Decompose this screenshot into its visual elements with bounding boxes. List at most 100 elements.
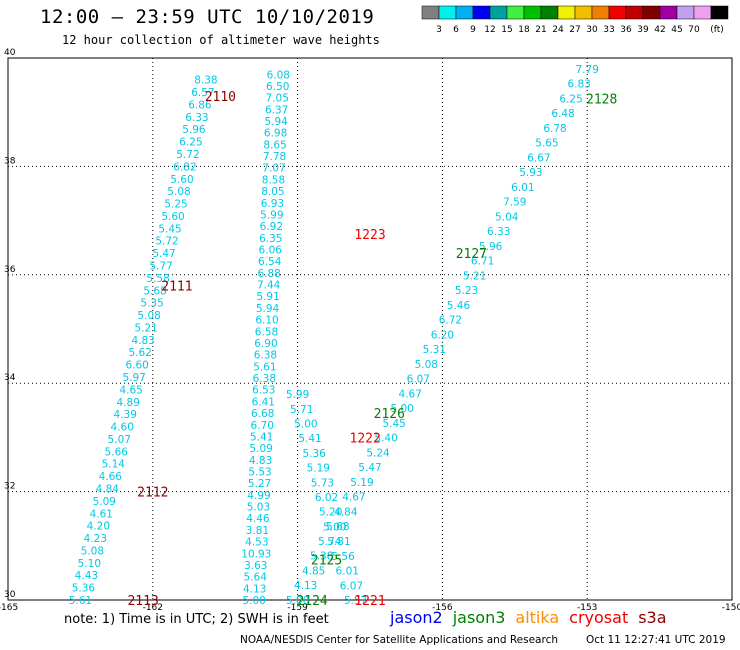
color-scale-label: 3 (436, 25, 442, 35)
wave-height-value: 5.71 (290, 404, 313, 416)
wave-height-value: 5.46 (447, 300, 471, 312)
wave-height-value: 5.08 (167, 186, 190, 198)
wave-height-value: 5.45 (158, 223, 181, 235)
wave-height-value: 8.65 (263, 139, 286, 151)
color-scale-label: 12 (484, 25, 495, 35)
wave-height-value: 5.66 (105, 446, 129, 458)
wave-height-value: 5.47 (358, 462, 381, 474)
wave-height-value: 5.21 (463, 270, 486, 282)
wave-height-value: 5.60 (170, 174, 193, 186)
wave-height-value: 5.27 (248, 478, 271, 490)
wave-height-value: 6.78 (543, 123, 566, 135)
wave-height-value: 5.72 (155, 236, 178, 248)
wave-height-value: 7.79 (576, 64, 599, 76)
wave-height-value: 6.68 (251, 408, 274, 420)
pass-number-label: 2113 (127, 594, 158, 609)
wave-height-value: 8.38 (194, 75, 217, 87)
wave-height-value: 6.33 (185, 112, 208, 124)
wave-height-value: 6.48 (551, 108, 574, 120)
wave-height-value: 4.83 (249, 455, 272, 467)
wave-height-value: 8.58 (262, 174, 285, 186)
wave-height-value: 5.65 (535, 138, 558, 150)
wave-height-value: 5.41 (250, 431, 273, 443)
wave-height-value: 6.02 (315, 492, 338, 504)
wave-height-value: 4.46 (246, 513, 270, 525)
wave-height-value: 6.60 (125, 360, 148, 372)
wave-height-value: 5.94 (256, 303, 280, 315)
wave-height-value: 7.07 (262, 163, 285, 175)
wave-height-value: 4.39 (114, 409, 137, 421)
wave-height-value: 5.91 (256, 291, 279, 303)
wave-height-value: 4.43 (75, 570, 98, 582)
color-scale-label: (ft) (710, 25, 724, 35)
wave-height-value: 5.94 (264, 116, 288, 128)
color-scale-label: 45 (671, 25, 682, 35)
wave-height-value: 5.93 (519, 167, 542, 179)
legend-entry-jason2: jason2 (390, 608, 443, 627)
wave-height-value: 6.57 (191, 87, 214, 99)
color-scale-label: 6 (453, 25, 459, 35)
wave-height-value: 5.45 (382, 418, 405, 430)
color-scale-label: 24 (552, 25, 564, 35)
wave-height-value: 5.08 (81, 545, 104, 557)
wave-height-value: 5.53 (248, 466, 271, 478)
wave-height-value: 4.99 (247, 490, 270, 502)
wave-height-value: 6.71 (471, 256, 494, 268)
wave-height-value: 5.58 (146, 273, 169, 285)
wave-height-value: 5.61 (69, 595, 92, 607)
wave-height-value: 4.83 (131, 335, 154, 347)
wave-height-value: 5.23 (455, 285, 478, 297)
wave-height-value: 6.07 (407, 374, 430, 386)
wave-height-value: 5.10 (78, 558, 101, 570)
wave-height-value: 5.19 (350, 477, 373, 489)
pass-number-label: 2128 (586, 93, 617, 108)
wave-height-value: 6.33 (487, 226, 510, 238)
wave-height-value: 6.93 (261, 198, 284, 210)
wave-height-value: 5.81 (327, 536, 350, 548)
wave-height-value: 6.86 (188, 99, 212, 111)
wave-height-value: 6.58 (255, 326, 278, 338)
wave-height-value: 3.63 (244, 560, 267, 572)
wave-height-value: 6.90 (254, 338, 277, 350)
wave-height-value: 6.54 (258, 256, 282, 268)
pass-number-label: 1221 (354, 594, 385, 609)
chart-title: 12:00 – 23:59 UTC 10/10/2019 (40, 6, 375, 28)
color-scale-label: 9 (470, 25, 476, 35)
wave-height-value: 5.61 (253, 361, 276, 373)
y-tick-label: 36 (4, 265, 16, 275)
pass-number-label: 2126 (374, 407, 405, 422)
color-scale-label: 42 (654, 25, 665, 35)
x-tick-label: -153 (577, 603, 597, 610)
credit-timestamp: Oct 11 12:27:41 UTC 2019 (586, 634, 726, 646)
wave-height-value: 6.25 (559, 93, 582, 105)
color-scale-label: 21 (535, 25, 546, 35)
color-scale-label: 70 (688, 25, 700, 35)
wave-height-value: 5.08 (415, 359, 438, 371)
color-swatch (710, 5, 729, 20)
y-tick-label: 30 (4, 590, 16, 600)
legend-entry-altika: altika (515, 608, 560, 627)
satellite-legend: jason2 jason3 altika cryosat s3a (390, 608, 677, 627)
wave-height-value: 5.14 (102, 459, 126, 471)
wave-height-value: 4.66 (99, 471, 123, 483)
wave-height-value: 4.20 (87, 521, 110, 533)
pass-number-label: 2125 (311, 553, 342, 568)
x-tick-label: -150 (722, 603, 740, 610)
wave-height-value: 5.25 (164, 199, 187, 211)
wave-height-value: 6.98 (264, 128, 287, 140)
wave-height-value: 7.05 (266, 93, 289, 105)
wave-height-value: 5.36 (302, 448, 326, 460)
wave-height-value: 5.74 (318, 536, 342, 548)
wave-height-value: 5.96 (479, 241, 503, 253)
wave-height-value: 4.65 (119, 384, 142, 396)
wave-height-value: 4.53 (245, 537, 268, 549)
color-scale-label: 27 (569, 25, 580, 35)
wave-height-value: 5.00 (242, 595, 265, 607)
wave-height-value: 5.60 (161, 211, 184, 223)
wave-height-value: 6.41 (252, 396, 275, 408)
credit-line: NOAA/NESDIS Center for Satellite Applica… (240, 634, 740, 646)
wave-height-value: 5.38 (310, 551, 333, 563)
pass-number-label: 2127 (456, 247, 487, 262)
legend-entry-cryosat: cryosat (569, 608, 629, 627)
wave-height-value: 5.77 (149, 261, 172, 273)
